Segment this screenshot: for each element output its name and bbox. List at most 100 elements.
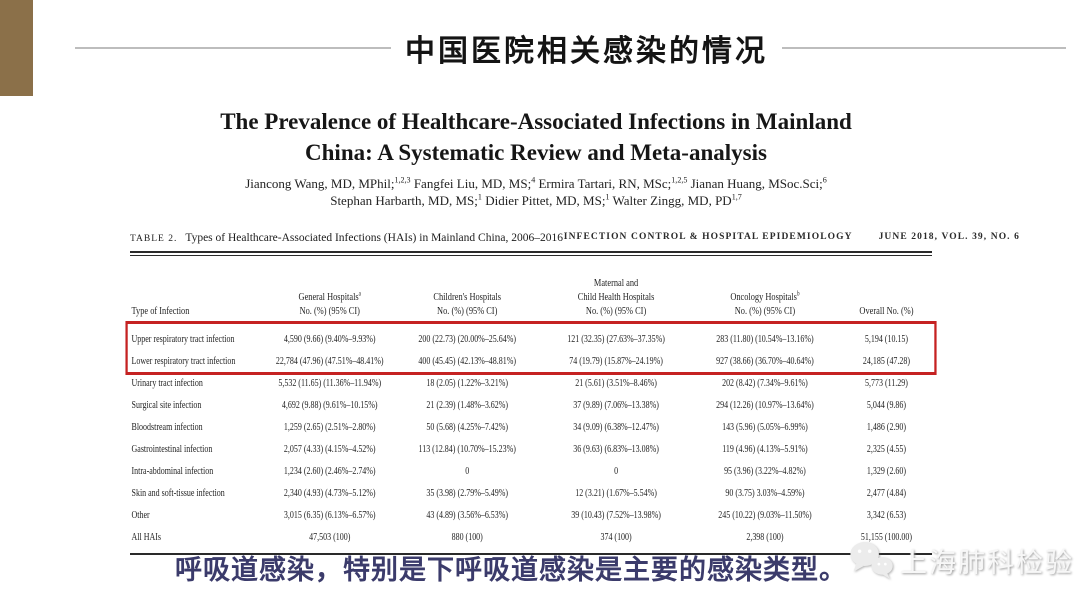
- table-wrap: Type of Infection General Hospitalsa No.…: [125, 258, 937, 555]
- table-cell: 927 (38.66) (36.70%–40.64%): [716, 355, 814, 367]
- table-cell: Other: [131, 509, 150, 521]
- table-cell: Bloodstream infection: [131, 421, 203, 433]
- table-cell: 5,532 (11.65) (11.36%–11.94%): [278, 377, 382, 389]
- col-general-hospitals: General Hospitalsa No. (%) (95% CI): [298, 290, 361, 317]
- table-cell: 880 (100): [451, 531, 483, 543]
- table-cell: 119 (4.96) (4.13%–5.91%): [722, 443, 808, 455]
- table-cell: Gastrointestinal infection: [131, 443, 213, 455]
- table-cell: 2,340 (4.93) (4.73%–5.12%): [283, 487, 376, 499]
- table-cell: 374 (100): [600, 531, 632, 543]
- hai-table: Type of Infection General Hospitalsa No.…: [130, 258, 933, 548]
- table-cell: Upper respiratory tract infection: [131, 333, 235, 345]
- table-cell: 47,503 (100): [309, 531, 351, 543]
- table-cell: 0: [465, 465, 470, 477]
- journal-issue: JUNE 2018, VOL. 39, NO. 6: [878, 232, 1020, 242]
- col-childrens-hospitals: Children's Hospitals No. (%) (95% CI): [433, 291, 502, 317]
- watermark: 上海肺科检验: [849, 540, 1074, 580]
- table-cell: 43 (4.89) (3.56%–6.53%): [426, 509, 509, 521]
- table-row: Bloodstream infection 1,259 (2.65) (2.51%…: [130, 416, 932, 438]
- table-cell: 0: [614, 465, 619, 477]
- table-cell: 1,329 (2.60): [866, 465, 907, 477]
- table-row: Gastrointestinal infection 2,057 (4.33) (…: [130, 438, 932, 460]
- table-row: Surgical site infection 4,692 (9.88) (9.6…: [130, 394, 932, 416]
- paper-title: The Prevalence of Healthcare-Associated …: [130, 106, 942, 168]
- footer-statement: 呼吸道感染，特别是下呼吸道感染是主要的感染类型。: [175, 555, 847, 585]
- table-cell: 2,398 (100): [746, 531, 784, 543]
- table-cell: 1,486 (2.90): [866, 421, 907, 433]
- table-row: Intra-abdominal infection 1,234 (2.60) (2…: [130, 460, 932, 482]
- authors-line2: Stephan Harbarth, MD, MS;1 Didier Pittet…: [330, 192, 742, 208]
- table-cell: 2,057 (4.33) (4.15%–4.52%): [283, 443, 376, 455]
- table-cell: 1,259 (2.65) (2.51%–2.80%): [283, 421, 376, 433]
- table-cell: 39 (10.43) (7.52%–13.98%): [571, 509, 661, 521]
- table-row: Urinary tract infection 5,532 (11.65) (11…: [130, 372, 932, 394]
- table-cell: 121 (32.35) (27.63%–37.35%): [567, 333, 665, 345]
- table-top-rule: [130, 251, 932, 256]
- table-cell: Skin and soft-tissue infection: [131, 487, 225, 499]
- slide-header: 中国医院相关感染的情况: [75, 26, 1066, 70]
- table-header: Type of Infection General Hospitalsa No.…: [130, 258, 933, 323]
- table-cell: All HAIs: [131, 531, 161, 543]
- journal-name: INFECTION CONTROL & HOSPITAL EPIDEMIOLOG…: [563, 232, 853, 242]
- table-body: Upper respiratory tract infection 4,590 (…: [130, 323, 932, 548]
- table-cell: 283 (11.80) (10.54%–13.16%): [716, 333, 814, 345]
- table-cell: 113 (12.84) (10.70%–15.23%): [418, 443, 516, 455]
- paper-title-line2: China: A Systematic Review and Meta-anal…: [305, 140, 767, 165]
- paper-title-line1: The Prevalence of Healthcare-Associated …: [220, 109, 852, 134]
- table-cell: 21 (5.61) (3.51%–8.46%): [575, 377, 657, 389]
- table-cell: 5,044 (9.86): [866, 399, 907, 411]
- table-cell: 4,590 (9.66) (9.40%–9.93%): [283, 333, 376, 345]
- table-cell: 2,325 (4.55): [866, 443, 907, 455]
- table-row: Lower respiratory tract infection 22,784 …: [130, 350, 932, 372]
- table-cell: 22,784 (47.96) (47.51%–48.41%): [275, 355, 384, 367]
- table-cell: 245 (10.22) (9.03%–11.50%): [718, 509, 812, 521]
- table-cell: 5,773 (11.29): [865, 377, 908, 389]
- table-cell: 294 (12.26) (10.97%–13.64%): [716, 399, 814, 411]
- table-cell: 18 (2.05) (1.22%–3.21%): [426, 377, 509, 389]
- table-cell: 21 (2.39) (1.48%–3.62%): [426, 399, 509, 411]
- table-cell: 3,015 (6.35) (6.13%–6.57%): [283, 509, 376, 521]
- table-row: Upper respiratory tract infection 4,590 (…: [130, 323, 932, 350]
- table-cell: 51,155 (100.00): [860, 531, 913, 543]
- col-maternal-child-health-hospitals: Maternal and Child Health Hospitals No. …: [577, 277, 655, 317]
- header-divider-left: [75, 47, 391, 49]
- table-cell: 34 (9.09) (6.38%–12.47%): [573, 421, 659, 433]
- table-cell: 4,692 (9.88) (9.61%–10.15%): [281, 399, 378, 411]
- journal-header: INFECTION CONTROL & HOSPITAL EPIDEMIOLOG…: [564, 232, 1020, 242]
- table-cell: 37 (9.89) (7.06%–13.38%): [573, 399, 659, 411]
- table-cell: 12 (3.21) (1.67%–5.54%): [575, 487, 657, 499]
- corner-accent-block: [0, 0, 33, 96]
- table-caption-text: Types of Healthcare-Associated Infection…: [185, 232, 563, 244]
- col-overall: Overall No. (%): [859, 305, 914, 317]
- table-cell: Intra-abdominal infection: [131, 465, 214, 477]
- slide-title: 中国医院相关感染的情况: [405, 35, 768, 68]
- table-cell: 24,185 (47.28): [862, 355, 911, 367]
- table-caption: TABLE 2. Types of Healthcare-Associated I…: [130, 232, 563, 244]
- table-cell: 50 (5.68) (4.25%–7.42%): [426, 421, 509, 433]
- table-cell: 95 (3.96) (3.22%–4.82%): [724, 465, 806, 477]
- paper-authors: Jiancong Wang, MD, MPhil;1,2,3 Fangfei L…: [130, 175, 942, 209]
- authors-line1: Jiancong Wang, MD, MPhil;1,2,3 Fangfei L…: [245, 175, 827, 191]
- col-oncology-hospitals: Oncology Hospitalsb No. (%) (95% CI): [730, 290, 800, 317]
- table-cell: 5,194 (10.15): [864, 333, 909, 345]
- table-row: All HAIs 47,503 (100) 880 (100) 374 (100) 2,…: [130, 526, 932, 548]
- table-cell: 200 (22.73) (20.00%–25.64%): [418, 333, 517, 345]
- table-cell: 1,234 (2.60) (2.46%–2.74%): [283, 465, 376, 477]
- table-cell: Surgical site infection: [131, 399, 202, 411]
- table-cell: 36 (9.63) (6.83%–13.08%): [573, 443, 659, 455]
- paper-figure: The Prevalence of Healthcare-Associated …: [125, 106, 1020, 555]
- table-row: Other 3,015 (6.35) (6.13%–6.57%) 43 (4.89)…: [130, 504, 932, 526]
- table-cell: 3,342 (6.53): [866, 509, 907, 521]
- header-divider-right: [782, 47, 1066, 49]
- table-caption-row: TABLE 2. Types of Healthcare-Associated I…: [130, 230, 1020, 249]
- table-caption-label: TABLE 2.: [130, 234, 178, 244]
- table-row: Skin and soft-tissue infection 2,340 (4.9…: [130, 482, 932, 504]
- table-cell: 400 (45.45) (42.13%–48.81%): [418, 355, 517, 367]
- col-type-of-infection: Type of Infection: [131, 305, 190, 317]
- table-cell: 143 (5.96) (5.05%–6.99%): [722, 421, 808, 433]
- table-cell: 35 (3.98) (2.79%–5.49%): [426, 487, 509, 499]
- table-cell: 2,477 (4.84): [866, 487, 907, 499]
- watermark-text: 上海肺科检验: [900, 547, 1074, 578]
- table-cell: Lower respiratory tract infection: [131, 355, 236, 367]
